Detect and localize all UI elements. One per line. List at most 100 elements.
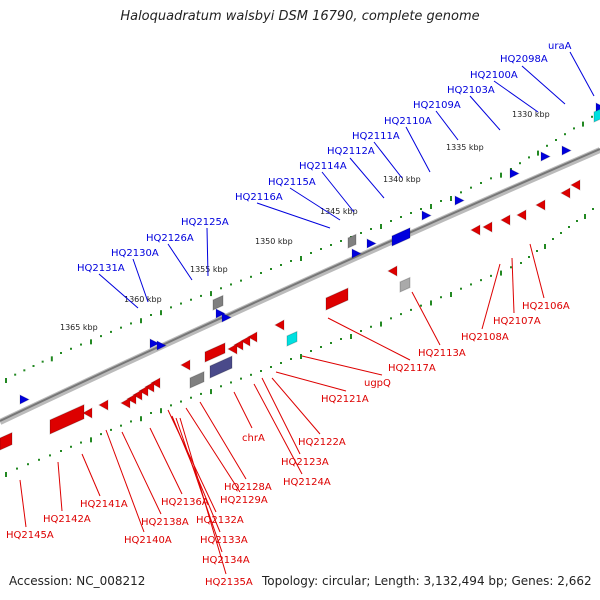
label-leader-line — [253, 383, 303, 475]
gene-label: HQ2112A — [327, 146, 375, 157]
label-leader-line — [511, 257, 515, 314]
ruler-dot — [160, 408, 162, 414]
ruler-dot — [38, 458, 40, 461]
label-leader-line — [275, 371, 347, 392]
ruler-dot — [130, 322, 132, 325]
label-leader-line — [521, 65, 566, 105]
forward-gene-arrow — [540, 151, 552, 162]
ruler-dot — [160, 310, 162, 316]
label-leader-line — [271, 377, 321, 435]
ruler-dot — [300, 354, 302, 359]
ruler-dot — [110, 428, 112, 431]
ruler-dot — [440, 296, 442, 299]
gene-label: HQ2111A — [352, 131, 400, 142]
ruler-dot — [560, 232, 562, 234]
label-leader-line — [185, 407, 241, 493]
ruler-dot — [360, 330, 362, 332]
label-leader-line — [321, 171, 355, 213]
label-leader-line — [256, 202, 331, 229]
genome-summary-text: Topology: circular; Length: 3,132,494 bp… — [262, 574, 592, 588]
ruler-dot — [5, 378, 7, 383]
reverse-gene-arrow — [131, 389, 143, 401]
ruler-dot — [60, 450, 62, 452]
label-leader-line — [349, 157, 385, 199]
ruler-dot — [430, 204, 432, 209]
ruler-dot — [370, 325, 372, 328]
gene-label: HQ2124A — [283, 477, 331, 488]
reverse-gene-box — [49, 403, 85, 435]
gene-label: HQ2134A — [202, 555, 250, 566]
ruler-dot — [260, 272, 262, 274]
reverse-gene-arrow — [481, 221, 493, 233]
gene-label: HQ2122A — [298, 437, 346, 448]
feature-box — [347, 233, 357, 249]
tick-label: 1350 kbp — [255, 237, 293, 246]
ruler-ticks: 1330 kbp 1335 kbp 1340 kbp 1345 kbp 1350 kbp… — [5, 110, 594, 477]
ruler-dot — [250, 275, 252, 278]
ruler-dot — [450, 292, 452, 297]
reverse-gene-box — [325, 287, 349, 311]
gene-label: chrA — [242, 433, 265, 444]
ruler-dot — [130, 420, 132, 423]
gene-label: HQ2110A — [384, 116, 432, 127]
tick-label: 1345 kbp — [320, 207, 358, 216]
label-leader-line — [105, 429, 145, 533]
ruler-dot — [27, 463, 29, 466]
ruler-dot — [340, 240, 342, 242]
tick-label: 1365 kbp — [60, 323, 98, 332]
ruler-dot — [576, 220, 578, 222]
ruler-dot — [500, 172, 502, 178]
ruler-dot — [380, 224, 382, 229]
label-leader-line — [327, 317, 411, 361]
ruler-dot — [100, 433, 102, 436]
ruler-dot — [320, 248, 322, 250]
tick-label: 1335 kbp — [446, 143, 484, 152]
gene-label: HQ2145A — [6, 530, 54, 541]
genome-backbone — [0, 147, 600, 425]
ruler-dot — [170, 306, 172, 309]
ruler-dot — [592, 208, 594, 210]
gene-label: HQ2109A — [413, 100, 461, 111]
forward-gene-arrow — [215, 308, 227, 319]
ruler-dot — [250, 373, 252, 376]
label-leader-line — [57, 461, 63, 512]
ruler-dot — [490, 177, 492, 180]
gene-label: HQ2116A — [235, 192, 283, 203]
gene-label: HQ2114A — [299, 161, 347, 172]
ruler-dot — [230, 283, 232, 286]
ruler-dot — [290, 358, 292, 360]
gene-label: HQ2142A — [43, 514, 91, 525]
label-leader-line — [435, 110, 459, 141]
label-leader-line — [167, 243, 193, 281]
gene-label: HQ2106A — [522, 301, 570, 312]
ruler-dot — [230, 381, 232, 384]
ruler-dot — [420, 208, 422, 210]
label-leader-line — [175, 417, 223, 553]
label-leader-line — [179, 417, 227, 575]
ruler-dot — [50, 356, 53, 362]
gene-label: uraA — [548, 41, 572, 52]
forward-gene-arrow — [156, 340, 168, 351]
reverse-gene-arrow — [125, 393, 137, 405]
label-leader-line — [199, 401, 247, 480]
feature-box — [209, 355, 233, 379]
ruler-dot — [480, 279, 482, 282]
ruler-dot — [80, 343, 82, 346]
ruler-dot — [400, 216, 402, 218]
ruler-dot — [320, 346, 322, 348]
reverse-gene-arrow — [515, 209, 527, 221]
ruler-dot — [584, 214, 586, 219]
ruler-dot — [180, 400, 182, 403]
ruler-dot — [170, 404, 172, 407]
forward-gene-arrow — [561, 145, 573, 156]
reverse-gene-arrow — [239, 335, 251, 347]
reverse-gene-arrow — [97, 399, 109, 411]
gene-label: HQ2130A — [111, 248, 159, 259]
label-leader-line — [261, 377, 301, 455]
reverse-gene-arrow — [273, 319, 285, 331]
gene-label: HQ2125A — [181, 217, 229, 228]
reverse-gene-box — [204, 342, 226, 363]
label-leader-line — [493, 80, 539, 113]
label-leader-line — [529, 243, 545, 299]
